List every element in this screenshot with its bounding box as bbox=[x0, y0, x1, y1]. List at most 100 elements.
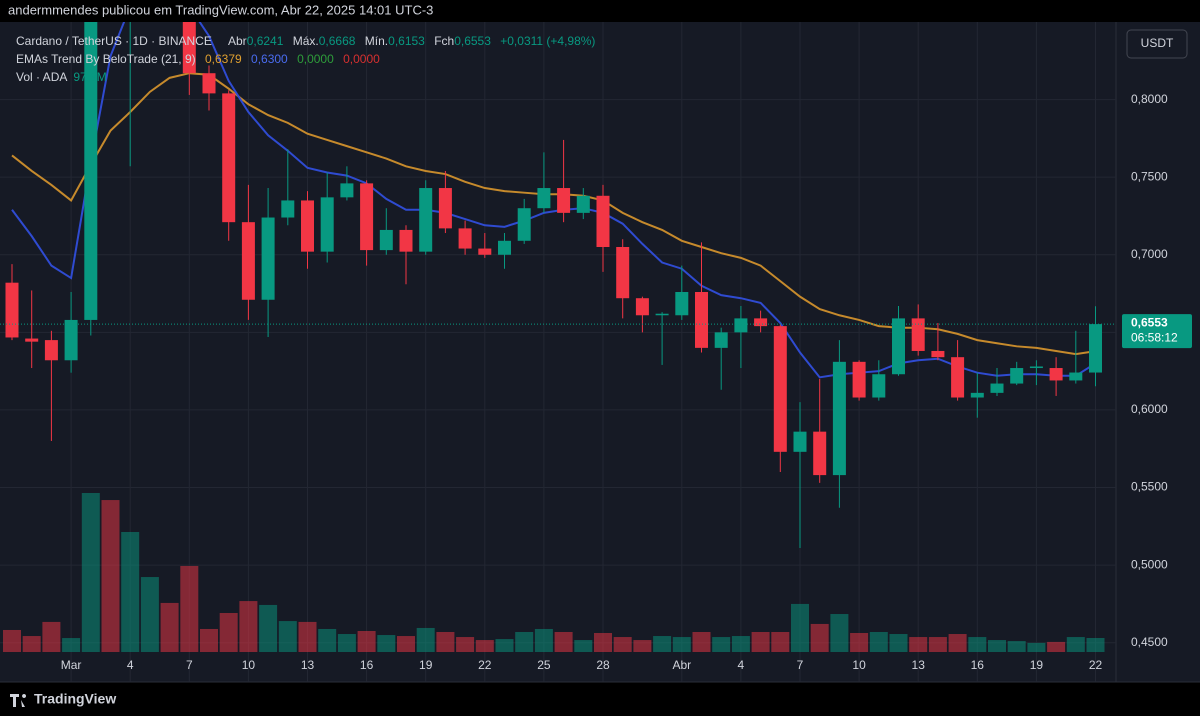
legend-ohlc: Abr0,6241 Máx.0,6668 Mín.0,6153 Fch0,655… bbox=[228, 34, 595, 48]
header: andermmendes publicou em TradingView.com… bbox=[8, 2, 433, 17]
volume-bar bbox=[377, 635, 396, 652]
volume-bar bbox=[495, 639, 514, 652]
candle-body bbox=[281, 200, 295, 218]
volume-bar bbox=[791, 603, 809, 652]
candle-body bbox=[261, 217, 275, 300]
volume-bar bbox=[62, 638, 81, 652]
volume-bar bbox=[239, 601, 258, 652]
legend-volume: Vol · ADA 97,3M bbox=[16, 70, 107, 84]
value: 0,6553 bbox=[454, 34, 491, 48]
candle-body bbox=[64, 319, 78, 361]
volume-name: Vol · ADA bbox=[16, 70, 67, 84]
change: +0,0311 (+4,98%) bbox=[500, 34, 595, 48]
volume-bar bbox=[613, 637, 632, 652]
candle-body bbox=[596, 195, 610, 247]
volume-bar bbox=[712, 637, 731, 652]
x-tick-label: 7 bbox=[186, 658, 193, 672]
candle-body bbox=[1049, 368, 1063, 381]
volume-bar bbox=[121, 531, 140, 652]
candle-body bbox=[1089, 324, 1102, 373]
x-tick-label: 28 bbox=[596, 658, 610, 672]
volume-bar bbox=[771, 631, 790, 652]
candle-body bbox=[813, 431, 827, 476]
legend: Cardano / TetherUS · 1D · BINANCE Abr0,6… bbox=[16, 34, 595, 84]
currency-button-label[interactable]: USDT bbox=[1141, 36, 1174, 50]
volume-bar bbox=[140, 577, 159, 652]
volume-bar bbox=[160, 602, 179, 652]
footer-logo: TradingView bbox=[34, 691, 116, 707]
footer-icon bbox=[10, 694, 27, 707]
candle-body bbox=[576, 195, 590, 213]
currency-button[interactable] bbox=[1126, 29, 1188, 59]
x-tick-label: 16 bbox=[971, 658, 985, 672]
candle-body bbox=[202, 73, 216, 94]
x-tick-label: Abr bbox=[672, 658, 691, 672]
x-tick-label: 7 bbox=[797, 658, 804, 672]
volume-bar bbox=[1047, 641, 1066, 652]
volume-bar bbox=[180, 565, 199, 652]
candle-body bbox=[458, 228, 472, 249]
volume-bar bbox=[298, 621, 317, 652]
x-tick-label: 25 bbox=[537, 658, 551, 672]
candle-body bbox=[84, 22, 98, 320]
last-price-box bbox=[1122, 314, 1192, 349]
y-tick-label: 0,5500 bbox=[1131, 480, 1168, 494]
x-tick-label: 19 bbox=[419, 658, 433, 672]
label: Fch bbox=[434, 34, 454, 48]
volume-bar bbox=[278, 621, 297, 652]
plot-background bbox=[0, 22, 1200, 682]
volume-bar bbox=[988, 640, 1006, 652]
candle-body bbox=[478, 248, 492, 255]
candle-body bbox=[754, 318, 768, 327]
candle-body bbox=[340, 183, 354, 198]
x-tick-label: Mar bbox=[61, 658, 82, 672]
value: 0,6668 bbox=[319, 34, 356, 48]
x-tick-label: 13 bbox=[301, 658, 315, 672]
candle-body bbox=[360, 183, 374, 251]
volume-bar bbox=[22, 636, 41, 652]
indicator-value: 0,0000 bbox=[297, 52, 334, 66]
volume-bar bbox=[515, 631, 534, 652]
candle-body bbox=[222, 93, 236, 223]
volume-bar bbox=[830, 614, 849, 652]
x-tick-label: 16 bbox=[360, 658, 374, 672]
candle-body bbox=[990, 383, 1004, 393]
volume-bar bbox=[869, 631, 888, 652]
candle-body bbox=[399, 229, 413, 252]
volume-bar bbox=[850, 633, 869, 652]
volume-bar bbox=[909, 637, 928, 652]
candle-body bbox=[301, 200, 314, 252]
volume-bar bbox=[436, 631, 455, 652]
y-tick-label: 0,6000 bbox=[1131, 402, 1168, 416]
volume-bar bbox=[948, 634, 967, 652]
volume-bar bbox=[200, 628, 218, 652]
candle-body bbox=[438, 188, 452, 229]
candle-body bbox=[635, 298, 649, 316]
y-tick-label: 0,7500 bbox=[1131, 169, 1168, 183]
volume-bar bbox=[968, 637, 987, 652]
candle-body bbox=[498, 240, 511, 255]
candle-body bbox=[616, 247, 630, 299]
volume-bar bbox=[416, 627, 435, 652]
candle-body bbox=[911, 318, 925, 351]
candle-body bbox=[182, 22, 196, 74]
candle-body bbox=[970, 392, 984, 398]
x-tick-label: 22 bbox=[1089, 658, 1103, 672]
volume-bar bbox=[456, 637, 475, 652]
candle-body bbox=[872, 374, 886, 398]
candle-body bbox=[5, 282, 19, 338]
x-tick-label: 4 bbox=[127, 658, 134, 672]
last-price-label: 0,6553 bbox=[1131, 315, 1168, 329]
volume-bar bbox=[672, 637, 691, 652]
candle-body bbox=[537, 188, 551, 209]
volume-bar bbox=[928, 637, 947, 652]
x-tick-label: 10 bbox=[852, 658, 866, 672]
x-tick-label: 10 bbox=[242, 658, 256, 672]
volume-bar bbox=[357, 630, 376, 652]
label: Abr bbox=[228, 34, 247, 48]
candle-body bbox=[44, 340, 58, 361]
candle-body bbox=[793, 431, 807, 452]
volume-bar bbox=[475, 640, 494, 652]
label: Mín. bbox=[365, 34, 388, 48]
